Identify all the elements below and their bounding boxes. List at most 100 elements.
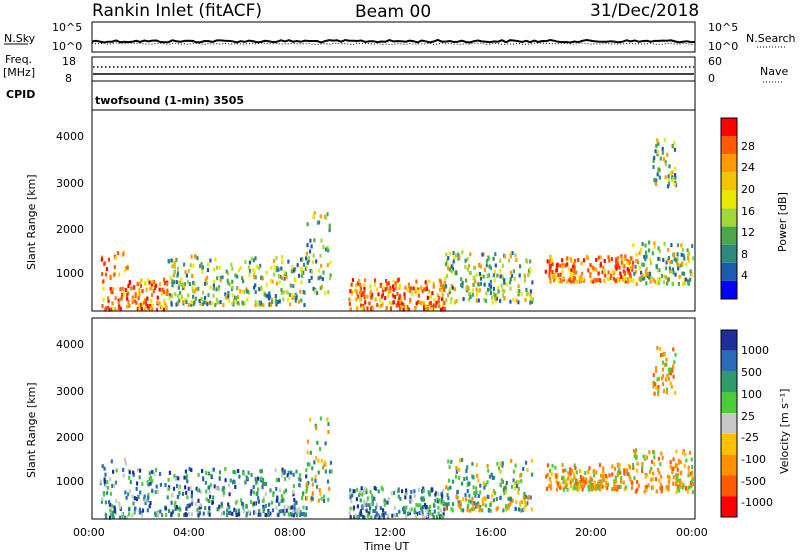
heatmap-cell: [139, 468, 142, 473]
heatmap-cell: [172, 273, 175, 278]
heatmap-cell: [163, 277, 166, 282]
heatmap-cell: [481, 508, 484, 513]
heatmap-cell: [607, 482, 610, 487]
heatmap-cell: [184, 512, 187, 517]
heatmap-cell: [208, 512, 211, 517]
heatmap-cell: [292, 492, 295, 497]
heatmap-cell: [675, 475, 679, 480]
heatmap-cell: [274, 294, 277, 298]
heatmap-cell: [283, 469, 286, 474]
heatmap-cell: [209, 483, 212, 488]
heatmap-cell: [640, 247, 643, 252]
heatmap-cell: [349, 289, 352, 294]
heatmap-cell: [397, 494, 400, 499]
heatmap-cell: [505, 282, 508, 287]
heatmap-cell: [212, 286, 215, 291]
heatmap-cell: [329, 273, 332, 278]
heatmap-cell: [249, 491, 252, 496]
heatmap-cell: [525, 460, 528, 465]
heatmap-cell: [561, 258, 564, 263]
heatmap-cell: [613, 483, 616, 488]
heatmap-cell: [297, 477, 300, 481]
heatmap-cell: [283, 270, 286, 275]
heatmap-cell: [488, 474, 492, 479]
heatmap-cell: [654, 382, 657, 387]
heatmap-cell: [191, 273, 194, 278]
heatmap-cell: [620, 254, 623, 259]
heatmap-cell: [689, 269, 692, 274]
velocity-colorbar: [720, 329, 738, 518]
heatmap-cell: [112, 469, 115, 474]
heatmap-cell: [413, 509, 416, 514]
heatmap-cell: [648, 240, 651, 245]
heatmap-cell: [197, 498, 200, 503]
heatmap-cell: [212, 467, 215, 472]
heatmap-cell: [473, 279, 476, 284]
heatmap-cell: [154, 490, 157, 494]
heatmap-cell: [250, 500, 253, 504]
heatmap-cell: [326, 212, 329, 217]
heatmap-cell: [641, 462, 644, 466]
heatmap-cell: [436, 293, 439, 298]
velocity-cbar-tick-neg25: -25: [741, 431, 759, 444]
heatmap-cell: [277, 512, 280, 517]
heatmap-cell: [168, 296, 171, 301]
heatmap-cell: [359, 282, 362, 287]
heatmap-cell: [547, 484, 550, 489]
heatmap-cell: [635, 454, 638, 459]
heatmap-cell: [671, 175, 674, 180]
heatmap-cell: [579, 276, 582, 281]
heatmap-cell: [677, 460, 680, 465]
heatmap-cell: [659, 353, 663, 357]
heatmap-cell: [628, 260, 631, 265]
heatmap-cell: [675, 258, 678, 263]
heatmap-cell: [656, 467, 660, 472]
heatmap-cell: [262, 477, 265, 482]
heatmap-cell: [280, 494, 283, 499]
heatmap-cell: [441, 514, 444, 519]
heatmap-cell: [472, 282, 475, 287]
heatmap-cell: [183, 262, 186, 267]
heatmap-cell: [610, 257, 613, 261]
heatmap-cell: [393, 491, 396, 495]
heatmap-cell: [265, 513, 268, 518]
heatmap-cell: [615, 259, 618, 264]
heatmap-cell: [159, 482, 162, 487]
heatmap-cell: [518, 507, 521, 512]
heatmap-cell: [215, 265, 218, 270]
heatmap-cell: [681, 485, 684, 490]
heatmap-cell: [319, 275, 322, 280]
heatmap-cell: [593, 277, 596, 282]
heatmap-cell: [156, 300, 159, 305]
heatmap-cell: [492, 256, 495, 261]
heatmap-cell: [348, 511, 351, 516]
heatmap-cell: [687, 256, 690, 261]
heatmap-cell: [572, 276, 575, 280]
heatmap-cell: [640, 270, 643, 275]
heatmap-cell: [512, 478, 515, 483]
heatmap-cell: [270, 302, 273, 307]
heatmap-cell: [475, 490, 478, 495]
heatmap-cell: [374, 514, 377, 519]
heatmap-cell: [513, 276, 516, 281]
heatmap-cell: [604, 474, 607, 478]
heatmap-cell: [305, 489, 308, 494]
heatmap-cell: [672, 364, 675, 369]
heatmap-cell: [674, 391, 677, 395]
heatmap-cell: [169, 276, 172, 281]
heatmap-cell: [448, 465, 451, 470]
heatmap-cell: [469, 499, 472, 504]
heatmap-cell: [138, 281, 141, 286]
velocity-colorbar-frame: [720, 329, 738, 518]
heatmap-cell: [212, 279, 216, 284]
heatmap-cell: [550, 258, 553, 263]
heatmap-cell: [160, 291, 163, 296]
heatmap-cell: [459, 502, 462, 507]
heatmap-cell: [324, 290, 327, 295]
heatmap-cell: [481, 497, 484, 502]
heatmap-cell: [260, 285, 263, 290]
heatmap-cell: [414, 514, 418, 518]
heatmap-cell: [268, 302, 271, 307]
power-cbar-tick-20: 20: [741, 183, 755, 196]
heatmap-cell: [289, 302, 292, 307]
